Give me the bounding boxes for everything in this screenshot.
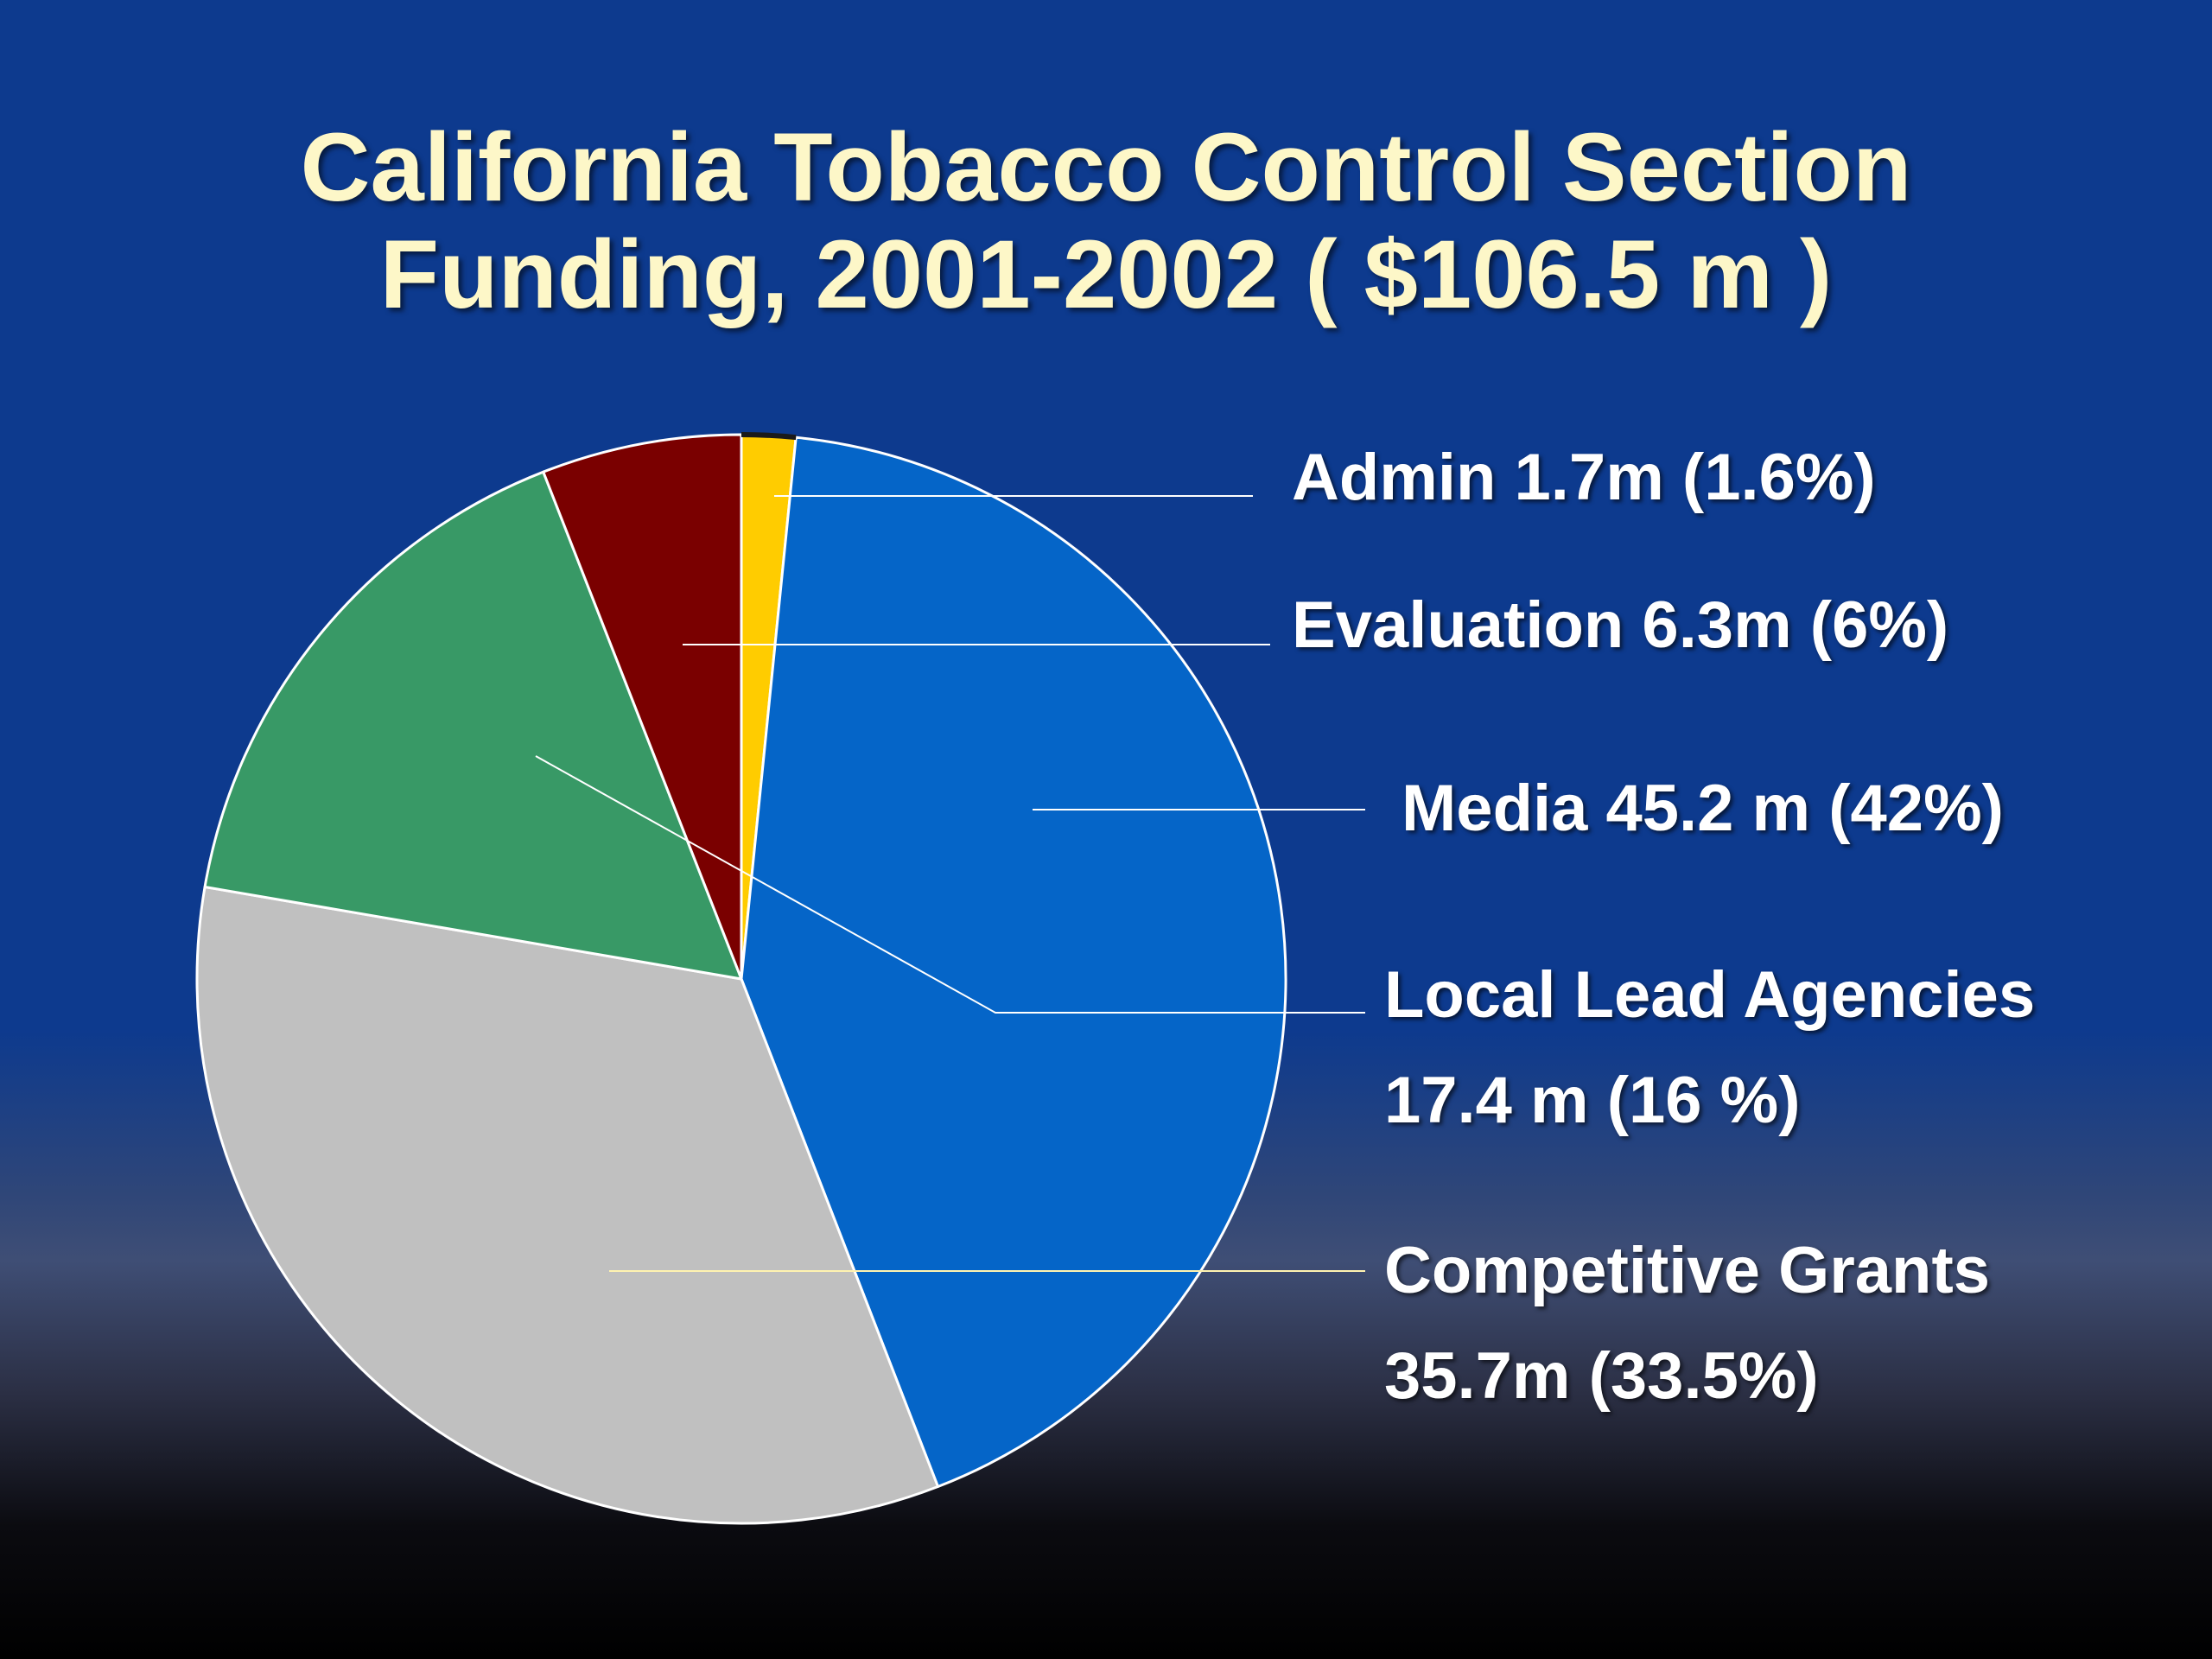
- slice-label-line: Evaluation 6.3m (6%): [1292, 588, 1949, 662]
- chart-title: California Tobacco Control Section: [300, 113, 1912, 221]
- slice-label-line: Local Lead Agencies: [1384, 958, 2036, 1032]
- slice-label-line: 35.7m (33.5%): [1384, 1339, 1819, 1413]
- slice-label-line: Competitive Grants: [1384, 1234, 1991, 1307]
- chart-subtitle: Funding, 2001-2002 ( $106.5 m ): [379, 220, 1833, 328]
- pie-slice-media: [740, 435, 1287, 1488]
- pie-slice-competitive: [195, 885, 939, 1525]
- slice-label-admin: Admin 1.7m (1.6%): [1292, 425, 1876, 531]
- slice-label-local: Local Lead Agencies 17.4 m (16 %): [1384, 943, 2035, 1154]
- leader-line-local: [535, 755, 1365, 1014]
- slice-label-evaluation: Evaluation 6.3m (6%): [1292, 573, 1948, 678]
- slice-label-line: 17.4 m (16 %): [1384, 1064, 1801, 1137]
- slice-label-media: Media 45.2 m (42%): [1402, 756, 2004, 861]
- pie-slice-local: [203, 470, 743, 981]
- leader-lines: [535, 495, 1365, 1272]
- slice-label-competitive: Competitive Grants 35.7m (33.5%): [1384, 1218, 1990, 1429]
- pie-slices: [195, 432, 1287, 1525]
- slice-label-line: Admin 1.7m (1.6%): [1292, 441, 1876, 514]
- admin-slice-edge: [741, 432, 797, 441]
- slice-label-line: Media 45.2 m (42%): [1402, 772, 2004, 845]
